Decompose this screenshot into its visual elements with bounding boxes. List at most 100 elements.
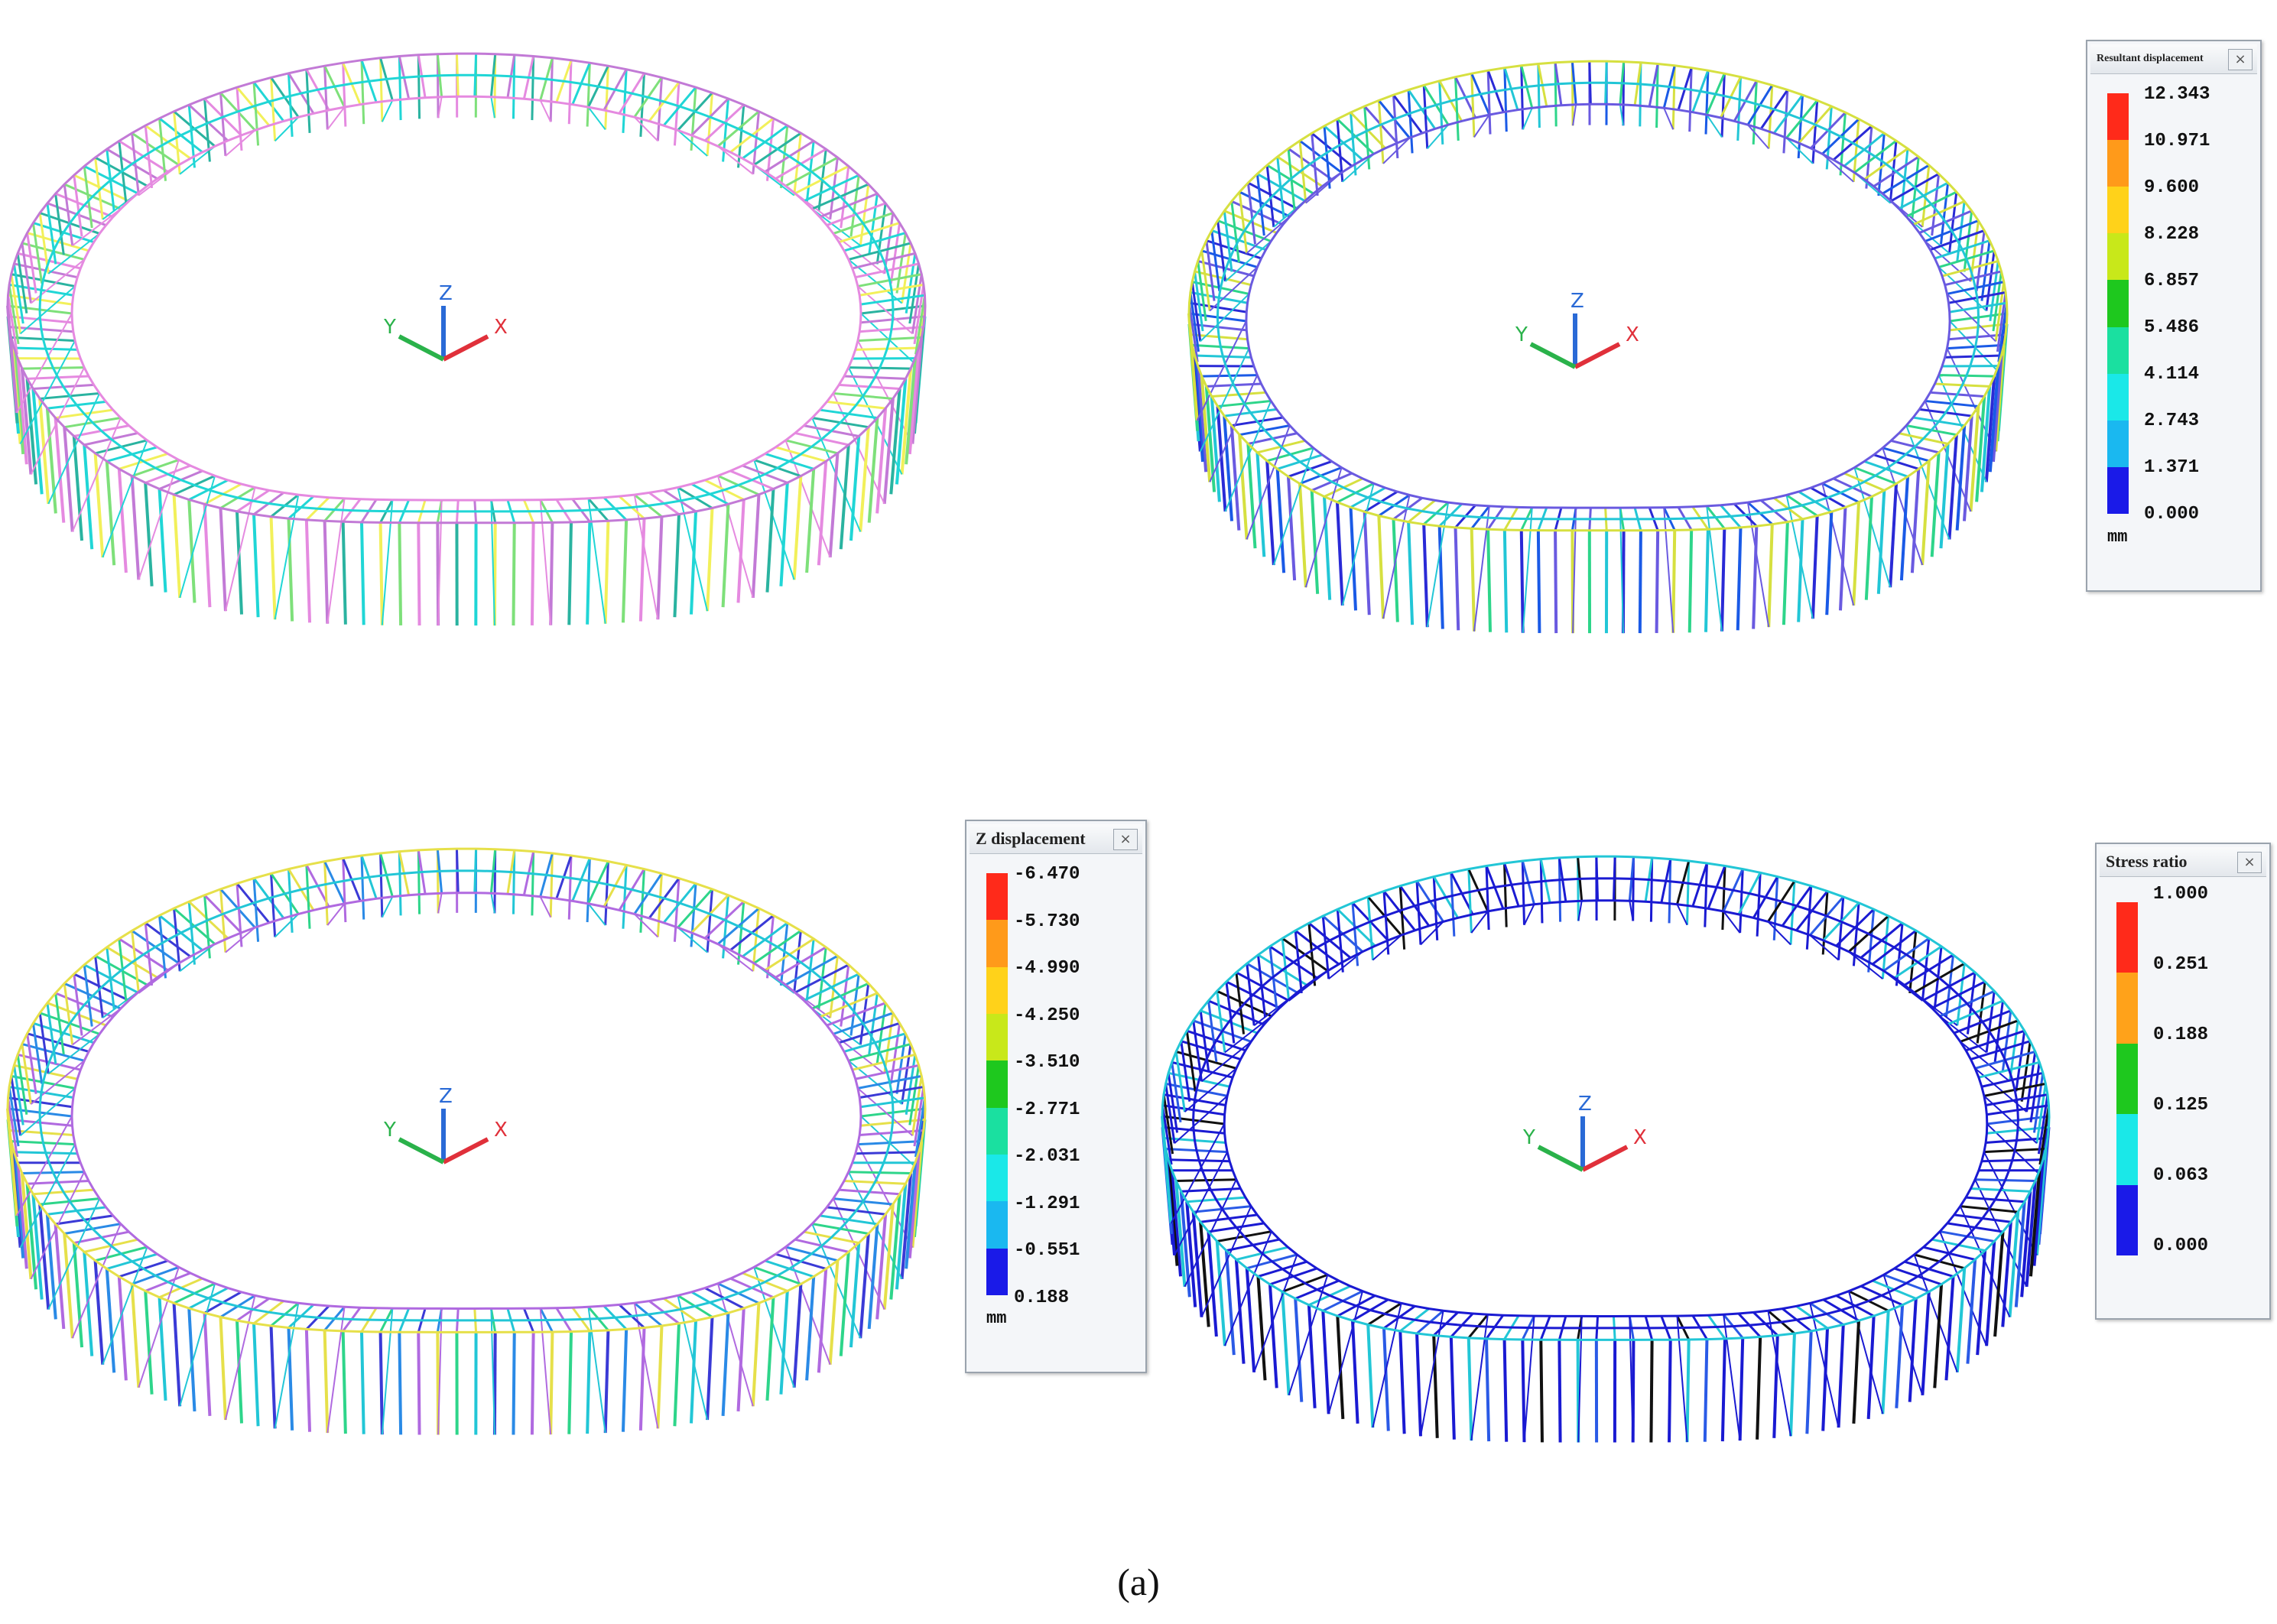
ring-chord (6, 847, 927, 1333)
column-member (21, 1044, 32, 1105)
column-member (21, 242, 32, 304)
column-member (158, 489, 167, 593)
brace-member (677, 129, 708, 157)
legend-titlebar[interactable]: Stress ratio × (2100, 847, 2266, 877)
column-member (875, 408, 888, 514)
column-member (12, 263, 24, 324)
legend-stress-ratio[interactable]: Stress ratio × 1.000 0.251 0.188 0.125 0.063… (2095, 843, 2271, 1320)
column-member (1837, 896, 1845, 960)
column-member (287, 869, 294, 933)
column-member (72, 436, 84, 541)
legend-color-swatch (2107, 420, 2129, 467)
column-member (187, 1308, 197, 1412)
legend-tick-label: 8.228 (2144, 224, 2200, 245)
column-member (235, 87, 243, 151)
column-member (1797, 95, 1804, 159)
ring-chord (38, 73, 895, 513)
brace-member (1746, 502, 1770, 628)
column-member (2035, 1148, 2048, 1255)
legend-tick-label: 10.971 (2144, 131, 2210, 151)
column-member (549, 1331, 554, 1435)
column-member (1881, 915, 1890, 979)
column-member (690, 511, 697, 615)
column-member (1392, 95, 1399, 159)
column-member (1246, 963, 1255, 1026)
brace-member (1473, 505, 1490, 632)
column-member (1980, 240, 1991, 301)
legend-color-swatch (2107, 466, 2129, 514)
brace-member (326, 498, 346, 624)
legend-color-swatch (2107, 326, 2129, 374)
ring-chord (1192, 877, 2019, 1330)
column-member (1992, 271, 2003, 332)
brace-member (179, 475, 216, 599)
column-member (7, 294, 18, 355)
panel-stress: Z X Y (1155, 788, 2110, 1522)
column-member (914, 294, 926, 355)
column-member (673, 878, 681, 942)
legend-resultant-displacement[interactable]: Resultant displacement × mm 12.343 10.971… (2086, 40, 2262, 592)
column-member (1756, 872, 1762, 937)
legend-titlebar[interactable]: Resultant displacement × (2090, 44, 2257, 74)
brace-member (587, 903, 606, 926)
column-member (158, 915, 167, 979)
axis-triad-icon: Z X Y (1522, 1093, 1647, 1172)
column-member (54, 1223, 66, 1330)
column-member (895, 1033, 907, 1094)
column-member (1470, 73, 1476, 138)
column-member (1881, 1311, 1890, 1415)
column-member (840, 166, 850, 229)
column-member (1720, 1338, 1726, 1442)
legend-z-displacement[interactable]: Z displacement × mm -6.470 -5.730 -4.990 -4… (965, 820, 1147, 1373)
legend-color-swatch (986, 920, 1008, 967)
column-member (586, 858, 591, 923)
column-member (1519, 530, 1525, 633)
legend-tick-label: 0.188 (2153, 1025, 2209, 1045)
column-member (1720, 528, 1726, 632)
column-member (895, 1184, 908, 1290)
brace-member (274, 1303, 300, 1429)
brace-member (1523, 1316, 1535, 1443)
column-member (793, 132, 802, 196)
brace-member (19, 1087, 76, 1136)
column-member (638, 1327, 646, 1431)
column-member (1811, 515, 1819, 619)
column-member (2001, 1222, 2012, 1327)
column-member (7, 1097, 18, 1158)
column-member (656, 516, 664, 620)
column-member (1234, 1259, 1246, 1364)
column-member (1238, 434, 1249, 540)
axis-y-label: Y (383, 1119, 396, 1142)
column-member (63, 427, 74, 532)
ring-chord (1161, 855, 2051, 1341)
column-member (1392, 518, 1399, 622)
close-icon[interactable]: × (2237, 852, 2262, 873)
column-member (1349, 507, 1358, 611)
column-member (1976, 981, 1986, 1044)
legend-titlebar[interactable]: Z displacement × (970, 824, 1142, 854)
column-member (1185, 1201, 1197, 1307)
column-member (398, 851, 402, 916)
column-member (765, 489, 775, 593)
column-member (1255, 174, 1265, 236)
column-member (38, 1203, 50, 1310)
column-member (1767, 524, 1774, 628)
column-member (417, 1332, 421, 1435)
brace-member (587, 106, 606, 131)
column-member (252, 1323, 260, 1427)
column-member (1852, 1320, 1861, 1424)
legend-tick-label: -2.031 (1014, 1146, 1080, 1167)
column-member (417, 54, 421, 119)
column-member (1655, 63, 1659, 128)
close-icon[interactable]: × (1113, 829, 1138, 850)
close-icon[interactable]: × (2228, 49, 2253, 70)
column-member (1415, 881, 1422, 945)
column-member (2025, 1051, 2037, 1112)
brace-member (1809, 934, 1840, 961)
ring-chord (70, 95, 862, 502)
column-member (911, 1076, 923, 1136)
column-member (1668, 859, 1672, 924)
column-member (2020, 1041, 2032, 1102)
column-member (16, 1054, 28, 1115)
brace-member (833, 1033, 885, 1075)
